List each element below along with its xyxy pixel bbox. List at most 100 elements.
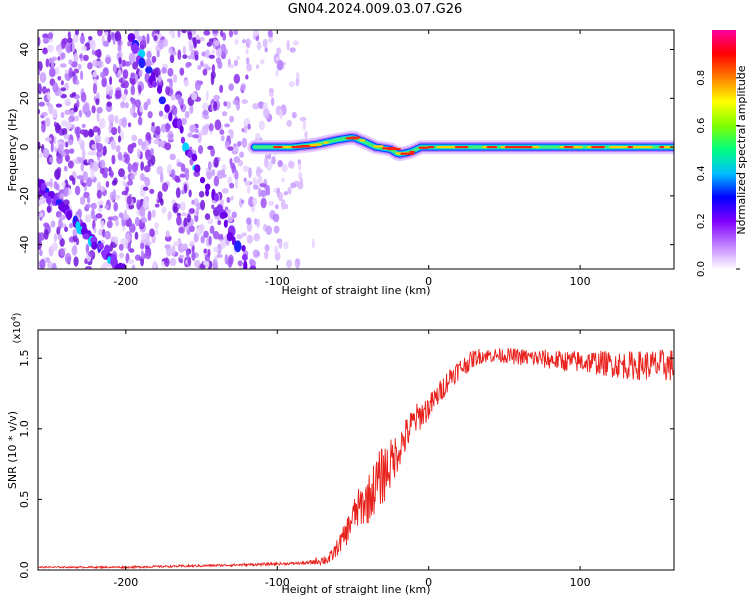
snr-y-ticks: 0.0 0.5 1.0 1.5 xyxy=(18,349,674,579)
spectrogram-y-tick-label: -20 xyxy=(18,187,31,205)
spectrogram-noise-blob xyxy=(241,99,249,104)
spectrogram-diagonal-blob xyxy=(226,231,234,242)
snr-x-tick-label: 100 xyxy=(570,576,591,589)
spectrogram-noise-blob xyxy=(193,37,197,48)
spectrogram-noise-blob xyxy=(187,31,193,41)
spectrogram-noise-blob xyxy=(104,204,110,210)
spectrogram-noise-blob xyxy=(91,105,96,114)
svg-text:(x104): (x104) xyxy=(10,312,23,343)
spectrogram-noise-blob xyxy=(117,44,122,52)
spectrogram-noise-blob xyxy=(42,33,49,39)
snr-x-tick-label: 0 xyxy=(425,576,432,589)
spectrogram-noise-blob xyxy=(84,258,88,265)
spectrogram-diagonal-blob xyxy=(243,260,248,269)
spectrogram-noise-blob xyxy=(143,101,149,111)
colorbar-ticks: 0.0 0.2 0.4 0.6 0.8 xyxy=(696,70,740,277)
spectrogram-noise-blob xyxy=(177,49,182,61)
spectrogram-noise-blob xyxy=(276,47,282,55)
spectrogram-noise-blob xyxy=(247,123,251,130)
spectrogram-noise-blob xyxy=(295,262,300,269)
spectrogram-noise-blob xyxy=(221,187,229,194)
spectrogram-noise-blob xyxy=(53,180,58,190)
spectrogram-y-tick-label: -40 xyxy=(18,236,31,254)
spectrogram-noise-blob xyxy=(267,200,275,206)
spectrogram-noise-blob xyxy=(114,115,119,124)
spectrogram-noise-blob xyxy=(64,98,72,107)
spectrogram-noise-blob xyxy=(236,234,243,240)
spectrogram-noise-blob xyxy=(64,154,70,163)
spectrogram-noise-blob xyxy=(107,113,115,124)
spectrogram-noise-blob xyxy=(59,237,65,247)
spectrogram-noise-blob xyxy=(259,58,265,65)
spectrogram-noise-blob xyxy=(46,101,51,107)
figure-title: GN04.2024.009.03.07.G26 xyxy=(287,2,463,17)
spectrogram-noise-blob xyxy=(259,189,267,198)
spectrogram-noise-blob xyxy=(138,206,146,217)
spectrogram-noise-blob xyxy=(59,192,65,199)
spectrogram-noise-blob xyxy=(187,256,192,266)
spectrogram-noise-blob xyxy=(262,38,268,48)
spectrogram-noise-blob xyxy=(79,54,83,59)
spectrogram-noise-blob xyxy=(286,259,293,269)
spectrogram-noise-blob xyxy=(114,219,120,227)
spectrogram-noise-blob xyxy=(232,145,239,153)
spectrogram-noise-blob xyxy=(39,249,43,257)
spectrogram-noise-blob xyxy=(169,54,175,64)
spectrogram-noise-blob xyxy=(97,200,104,206)
spectrogram-noise-blob xyxy=(236,141,242,147)
spectrogram-noise-blob xyxy=(91,49,95,56)
spectrogram-noise-blob xyxy=(297,161,302,171)
spectrogram-noise-blob xyxy=(64,226,68,233)
spectrogram-noise-blob xyxy=(111,180,117,186)
spectrogram-noise-blob xyxy=(182,45,187,55)
spectrogram-noise-blob xyxy=(38,61,43,72)
spectrogram-diagonal-blob xyxy=(91,241,98,250)
spectrogram-noise-blob xyxy=(277,160,283,168)
spectrogram-noise-blob xyxy=(188,189,192,198)
spectrogram-noise-blob xyxy=(175,187,181,199)
spectrogram-noise-blob xyxy=(81,123,86,128)
spectrogram-noise-blob xyxy=(201,125,209,136)
spectrogram-noise-blob xyxy=(167,211,172,220)
spectrogram-noise-blob xyxy=(58,218,63,228)
spectrogram-noise-blob xyxy=(137,116,143,126)
spectrogram-noise-blob xyxy=(171,50,177,56)
spectrogram-diagonal-blob xyxy=(249,265,257,269)
spectrogram-noise-blob xyxy=(230,195,234,201)
spectrogram-noise-blob xyxy=(100,71,106,78)
spectrogram-noise-blob xyxy=(170,94,176,101)
snr-x-ticks: -200 -100 0 100 xyxy=(113,330,591,589)
spectrogram-noise-blob xyxy=(228,30,234,38)
spectrogram-noise-blob xyxy=(272,213,280,223)
spectrogram-noise-blob xyxy=(202,68,208,76)
spectrogram-noise-blob xyxy=(226,197,231,204)
spectrogram-noise-blob xyxy=(221,111,228,117)
spectrogram-diagonal-blob xyxy=(213,193,220,202)
spectrogram-noise-blob xyxy=(45,181,53,187)
snr-multiplier-base: (x10 xyxy=(12,321,23,344)
spectrogram-noise-blob xyxy=(80,92,87,103)
spectrogram-noise-blob xyxy=(115,89,122,99)
colorbar-tick-label: 0.8 xyxy=(696,70,707,86)
spectrogram-noise-blob xyxy=(103,40,110,47)
spectrogram-noise-blob xyxy=(216,48,222,58)
spectrogram-noise-blob xyxy=(98,117,106,129)
spectrogram-noise-blob xyxy=(42,47,48,55)
spectrogram-noise-blob xyxy=(92,59,99,67)
snr-x-tick-label: -200 xyxy=(113,576,138,589)
spectrogram-noise-blob xyxy=(275,69,279,78)
spectrogram-noise-blob xyxy=(107,33,112,43)
spectrogram-noise-blob xyxy=(68,59,73,65)
spectrogram-noise-blob xyxy=(115,145,121,153)
snr-x-axis-label: Height of straight line (km) xyxy=(281,583,430,596)
spectrogram-noise-blob xyxy=(165,230,170,238)
spectrogram-noise-blob xyxy=(208,235,212,246)
spectrogram-noise-blob xyxy=(79,35,86,45)
spectrogram-noise-blob xyxy=(141,217,148,223)
spectrogram-noise-blob xyxy=(64,109,71,115)
spectrogram-noise-blob xyxy=(213,101,218,112)
colorbar-gradient xyxy=(712,30,736,269)
spectrogram-noise-blob xyxy=(169,153,176,161)
spectrogram-y-tick-label: 20 xyxy=(18,91,31,105)
spectrogram-x-tick-label: -100 xyxy=(265,275,290,288)
